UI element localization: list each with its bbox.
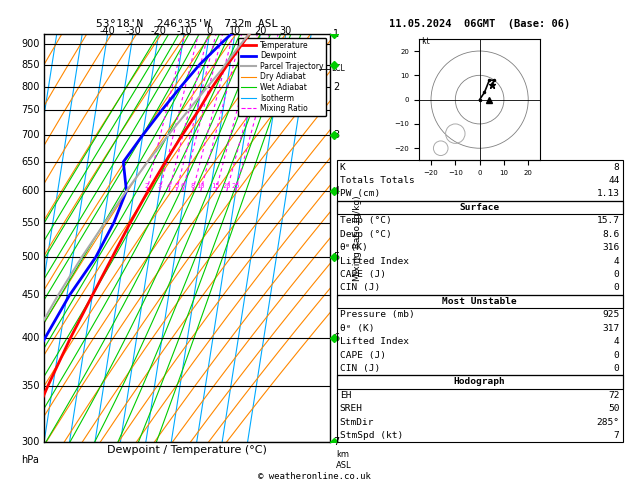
Text: Surface: Surface [460,203,499,212]
X-axis label: Dewpoint / Temperature (°C): Dewpoint / Temperature (°C) [107,445,267,455]
Text: PW (cm): PW (cm) [340,190,380,198]
Text: CIN (J): CIN (J) [340,364,380,373]
Text: 15: 15 [211,183,220,189]
Text: 450: 450 [21,290,40,300]
Text: 20: 20 [254,26,267,36]
Text: 925: 925 [603,310,620,319]
Text: 3: 3 [333,130,339,140]
Text: CAPE (J): CAPE (J) [340,350,386,360]
Text: Temp (°C): Temp (°C) [340,216,391,226]
Text: 11.05.2024  06GMT  (Base: 06): 11.05.2024 06GMT (Base: 06) [389,19,571,29]
Text: Totals Totals: Totals Totals [340,176,415,185]
Text: 8: 8 [614,163,620,172]
Text: 4: 4 [614,257,620,265]
Text: Mixing Ratio (g/kg): Mixing Ratio (g/kg) [353,195,362,281]
Text: 2: 2 [333,82,339,92]
Text: 3: 3 [157,183,162,189]
Text: K: K [340,163,345,172]
Text: 5: 5 [333,252,339,262]
Text: 10: 10 [196,183,205,189]
Text: kt: kt [421,37,430,46]
Text: © weatheronline.co.uk: © weatheronline.co.uk [258,472,371,481]
Text: 800: 800 [21,82,40,92]
Text: LCL: LCL [331,65,345,73]
Text: 20: 20 [223,183,231,189]
Text: 44: 44 [608,176,620,185]
Text: 2: 2 [145,183,149,189]
Text: 750: 750 [21,105,40,115]
Text: 15.7: 15.7 [596,216,620,226]
Text: 700: 700 [21,130,40,140]
Text: θᵉ(K): θᵉ(K) [340,243,369,252]
Text: 1.13: 1.13 [596,190,620,198]
Text: hPa: hPa [21,454,38,465]
Text: Lifted Index: Lifted Index [340,337,409,346]
Text: 650: 650 [21,157,40,167]
Text: -40: -40 [100,26,116,36]
Text: 5: 5 [174,183,179,189]
Text: 4: 4 [167,183,171,189]
Text: 285°: 285° [596,417,620,427]
Text: 0: 0 [614,350,620,360]
Text: 0: 0 [206,26,213,36]
Text: 0: 0 [614,270,620,279]
Text: CAPE (J): CAPE (J) [340,270,386,279]
Text: 600: 600 [21,186,40,196]
Text: EH: EH [340,391,351,400]
Text: 850: 850 [21,60,40,69]
Text: Dewp (°C): Dewp (°C) [340,230,391,239]
Text: StmDir: StmDir [340,417,374,427]
Text: km
ASL: km ASL [336,451,352,470]
Text: 7: 7 [614,431,620,440]
Text: Most Unstable: Most Unstable [442,297,517,306]
Text: 6: 6 [333,333,339,343]
Text: 317: 317 [603,324,620,332]
Text: SREH: SREH [340,404,363,413]
Text: 500: 500 [21,252,40,262]
Text: 0: 0 [614,364,620,373]
Text: θᵉ (K): θᵉ (K) [340,324,374,332]
Legend: Temperature, Dewpoint, Parcel Trajectory, Dry Adiabat, Wet Adiabat, Isotherm, Mi: Temperature, Dewpoint, Parcel Trajectory… [238,38,326,116]
Text: Pressure (mb): Pressure (mb) [340,310,415,319]
Text: 350: 350 [21,382,40,391]
Text: 900: 900 [21,39,40,49]
Text: 8: 8 [191,183,195,189]
Text: StmSpd (kt): StmSpd (kt) [340,431,403,440]
Text: Lifted Index: Lifted Index [340,257,409,265]
Text: 72: 72 [608,391,620,400]
Text: 25: 25 [231,183,240,189]
Text: 550: 550 [21,218,40,227]
Text: 53°18'N  246°35'W  732m ASL: 53°18'N 246°35'W 732m ASL [96,19,278,29]
Text: CIN (J): CIN (J) [340,283,380,293]
Text: 1: 1 [333,29,339,39]
Text: 300: 300 [21,437,40,447]
Text: 316: 316 [603,243,620,252]
Text: 30: 30 [279,26,292,36]
Text: 4: 4 [333,186,339,196]
Text: 10: 10 [229,26,241,36]
Text: 6: 6 [181,183,185,189]
Text: 50: 50 [608,404,620,413]
Text: 0: 0 [614,283,620,293]
Text: 7: 7 [333,437,339,447]
Text: Hodograph: Hodograph [454,377,506,386]
Text: 4: 4 [614,337,620,346]
Text: -30: -30 [125,26,141,36]
Text: -10: -10 [176,26,192,36]
Text: -20: -20 [150,26,167,36]
Text: 400: 400 [21,333,40,343]
Text: 8.6: 8.6 [603,230,620,239]
